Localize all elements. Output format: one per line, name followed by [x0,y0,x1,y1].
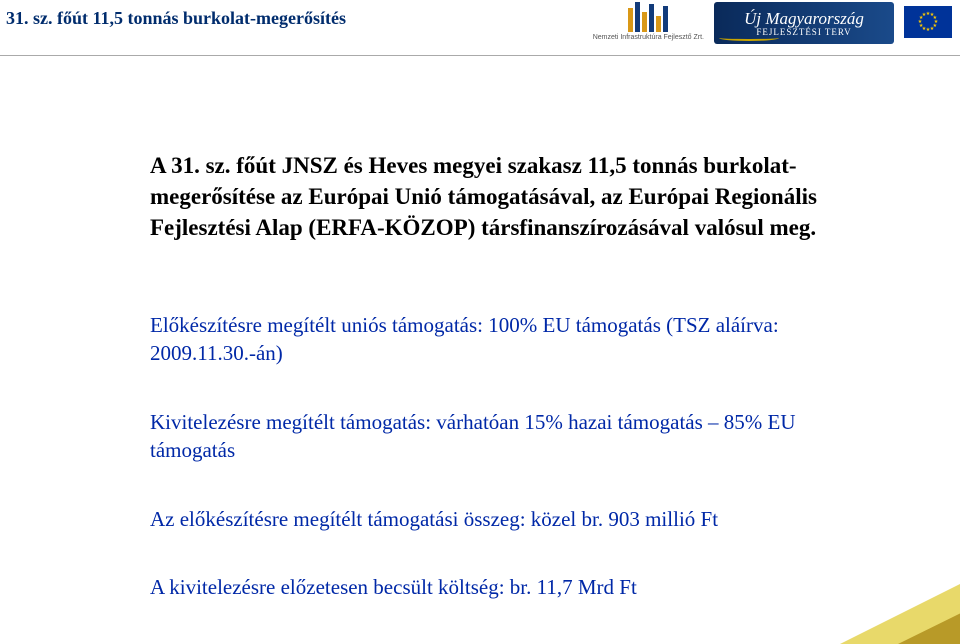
umft-logo: Új Magyarország FEJLESZTÉSI TERV [714,2,894,44]
slide-content: A 31. sz. főút JNSZ és Heves megyei szak… [0,60,960,601]
eu-stars: ★★★★★★★★★★★★ [918,12,938,32]
paragraph: Előkészítésre megítélt uniós támogatás: … [150,311,850,368]
nif-caption: Nemzeti Infrastruktúra Fejlesztő Zrt. [593,34,704,41]
header-divider [0,55,960,56]
logo-strip: Nemzeti Infrastruktúra Fejlesztő Zrt. Új… [593,2,952,44]
nif-logo: Nemzeti Infrastruktúra Fejlesztő Zrt. [593,2,704,41]
paragraph: Az előkészítésre megítélt támogatási öss… [150,505,850,533]
slide-header: 31. sz. főút 11,5 tonnás burkolat-megerő… [0,0,960,60]
umft-upper-text: Új Magyarország [744,10,864,27]
main-title: A 31. sz. főút JNSZ és Heves megyei szak… [150,150,850,243]
nif-bars-icon [628,2,668,32]
paragraph: A kivitelezésre előzetesen becsült költs… [150,573,850,601]
umft-swoosh-icon [719,35,779,41]
footer-corner-accent [840,584,960,644]
header-title: 31. sz. főút 11,5 tonnás burkolat-megerő… [6,8,346,29]
paragraph: Kivitelezésre megítélt támogatás: várhat… [150,408,850,465]
eu-flag-icon: ★★★★★★★★★★★★ [904,6,952,38]
